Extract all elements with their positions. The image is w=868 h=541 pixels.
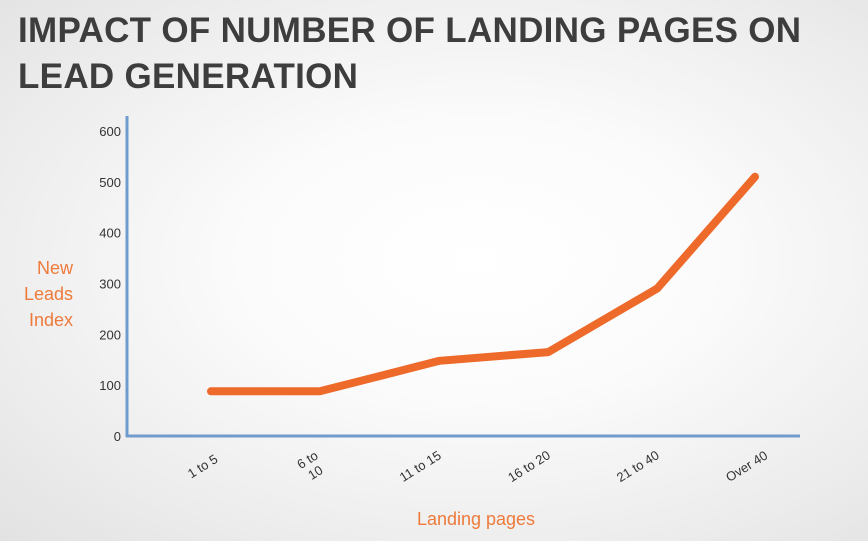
page-title: IMPACT OF NUMBER OF LANDING PAGES ON LEA… <box>18 11 802 96</box>
y-tick-label: 400 <box>99 226 121 241</box>
y-axis-title: New Leads Index <box>24 258 74 330</box>
x-tick-label: 6 to10 <box>294 448 328 485</box>
x-tick-label: 1 to 5 <box>185 451 221 481</box>
x-tick-label: 16 to 20 <box>505 447 553 485</box>
x-tick-label: Over 40 <box>723 448 770 485</box>
y-tick-label: 300 <box>99 277 121 292</box>
y-tick-label: 0 <box>114 429 121 444</box>
x-axis-title: Landing pages <box>417 509 535 529</box>
series-line <box>207 172 759 396</box>
y-tick-label: 200 <box>99 327 121 342</box>
x-tick-label: 11 to 15 <box>397 448 444 485</box>
y-tick-label: 600 <box>99 124 121 139</box>
x-tick-labels: 1 to 5 6 to10 11 to 15 16 to 20 21 to 40 Over… <box>185 447 770 485</box>
y-tick-label: 100 <box>99 378 121 393</box>
y-tick-label: 500 <box>99 175 121 190</box>
y-tick-labels: 0 100 200 300 400 500 600 <box>99 124 121 444</box>
x-tick-label: 21 to 40 <box>614 447 662 485</box>
